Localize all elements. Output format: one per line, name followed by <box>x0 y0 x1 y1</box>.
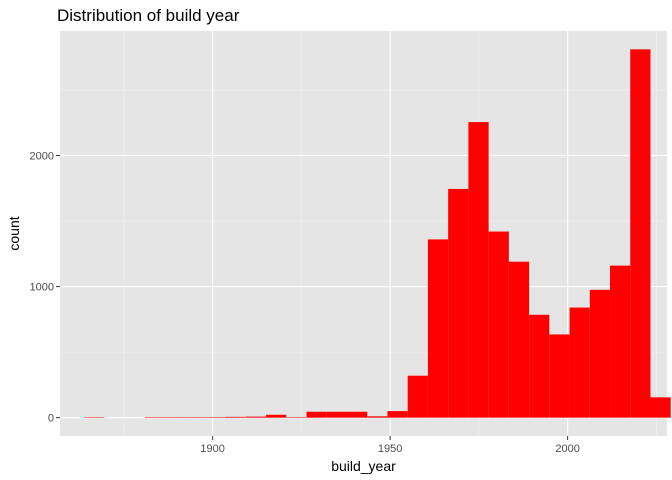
y-tick-label: 0 <box>48 413 54 425</box>
histogram-bars <box>83 49 671 418</box>
x-tick-label: 1950 <box>378 443 402 455</box>
histogram-bar <box>286 417 307 418</box>
x-axis-title: build_year <box>331 458 396 474</box>
histogram-bar <box>205 417 226 418</box>
histogram-bar <box>569 307 590 418</box>
histogram-bar <box>448 188 469 418</box>
histogram-bar <box>185 417 206 418</box>
x-tick-label: 2000 <box>555 443 579 455</box>
histogram-bar <box>144 417 165 418</box>
histogram-bar <box>266 414 287 418</box>
histogram-bar <box>83 417 105 418</box>
histogram-bar <box>367 416 388 418</box>
histogram-bar <box>468 122 489 418</box>
histogram-bar <box>225 416 246 418</box>
histogram-bar <box>346 411 368 418</box>
histogram-bar <box>508 261 530 418</box>
histogram-bar <box>427 239 449 418</box>
y-axis-title: count <box>6 216 22 250</box>
y-axis: 0 1000 2000 <box>30 151 60 425</box>
histogram-bar <box>387 411 408 418</box>
histogram-bar <box>630 49 651 418</box>
histogram-bar <box>245 416 267 418</box>
histogram-bar <box>164 417 186 418</box>
chart-title: Distribution of build year <box>57 6 240 25</box>
histogram-bar <box>488 231 509 418</box>
y-tick-label: 2000 <box>30 151 54 163</box>
histogram-bar <box>407 375 428 418</box>
histogram-bar <box>650 397 671 418</box>
y-tick-label: 1000 <box>30 282 54 294</box>
histogram-bar <box>549 334 570 418</box>
histogram-bar <box>306 411 327 418</box>
histogram-bar <box>326 411 347 418</box>
x-tick-label: 1900 <box>200 443 224 455</box>
histogram-bar <box>529 314 550 418</box>
histogram-bar <box>610 265 631 418</box>
x-axis: 1900 1950 2000 <box>200 436 580 455</box>
histogram-bar <box>589 289 611 418</box>
